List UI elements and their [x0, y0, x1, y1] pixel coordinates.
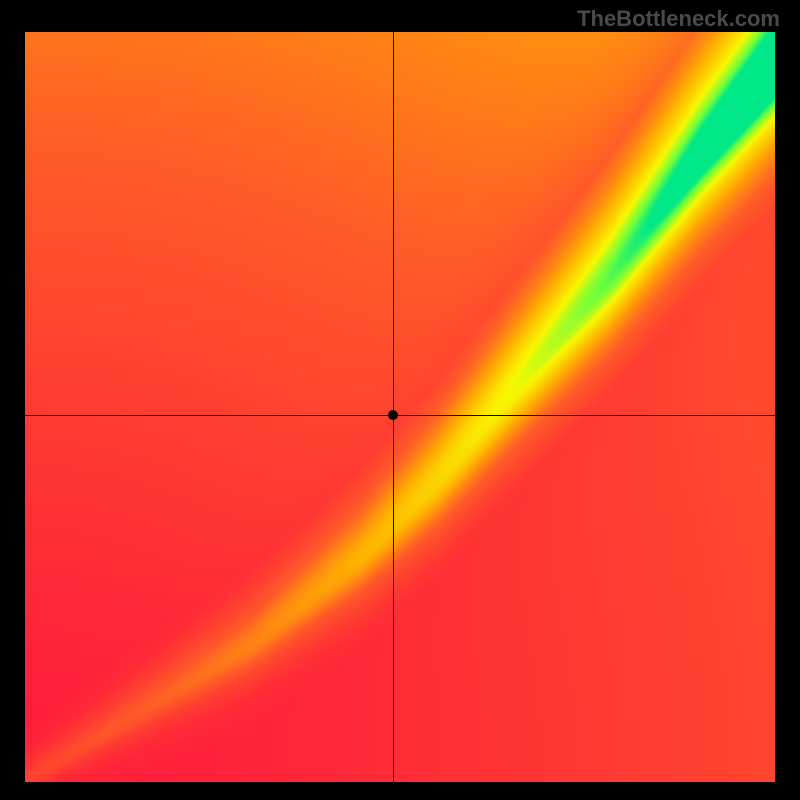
crosshair-horizontal	[25, 415, 775, 416]
watermark-text: TheBottleneck.com	[577, 6, 780, 32]
heatmap-canvas	[25, 32, 775, 782]
crosshair-vertical	[393, 32, 394, 782]
heatmap-plot-area	[25, 32, 775, 782]
crosshair-marker	[388, 410, 398, 420]
